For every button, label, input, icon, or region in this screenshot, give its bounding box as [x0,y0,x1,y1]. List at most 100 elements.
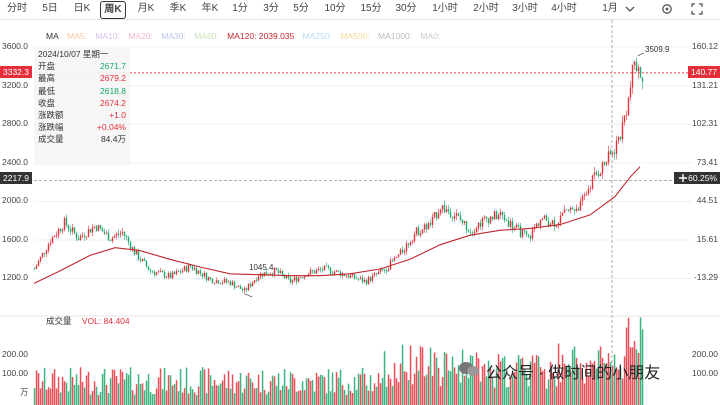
candle-body [443,205,446,212]
add-icon[interactable] [678,173,688,183]
ma10-label[interactable]: MA10: [95,31,120,41]
volume-bar [499,361,502,405]
tab-weekly-k[interactable]: 周K [100,1,126,19]
candle-body [97,225,100,231]
tab-3hour[interactable]: 3小时 [512,3,538,14]
candle-body [43,253,46,254]
volume-bar [515,362,518,405]
candle-body [493,211,496,220]
expand-icon[interactable] [690,2,704,16]
tab-monthly-k[interactable]: 月K [137,3,155,14]
settings-icon[interactable] [660,2,674,16]
candle-body [195,268,198,274]
ma120-label[interactable]: MA120: 2039.035 [227,31,295,41]
volume-bar [347,383,350,405]
candle-body [223,278,226,283]
candle-body [353,273,356,279]
volume-bar [353,377,356,405]
volume-bar [145,380,148,405]
candle-body [469,231,472,233]
info-key: 涨跌额 [38,109,64,120]
candle-body [511,221,514,229]
tab-quarterly-k[interactable]: 季K [169,3,187,14]
volume-axis-label: 200.00 [2,349,28,359]
volume-bar [151,394,154,405]
tab-10min[interactable]: 10分 [324,3,346,14]
candle-body [451,217,454,219]
volume-bar [461,349,464,405]
tab-3min[interactable]: 3分 [263,3,279,14]
tab-2hour[interactable]: 2小时 [473,3,499,14]
candle-body [549,223,552,226]
volume-bar [409,345,412,405]
candle-body [245,288,248,291]
ma500-label[interactable]: MA500: [340,31,370,41]
info-value: +0.04% [96,122,126,133]
tab-1month[interactable]: 1月 [602,3,618,14]
volume-title: 成交量 [46,316,72,326]
volume-bar [361,367,364,405]
candle-body [337,270,340,272]
candle-body [167,273,170,278]
candle-body [103,231,106,234]
candle-body [113,235,116,238]
tab-daily-k[interactable]: 日K [73,3,91,14]
candle-body [117,233,120,235]
candle-body [239,285,242,290]
candle-body [437,213,440,219]
candle-body [135,250,138,255]
kline-chart[interactable] [0,20,720,405]
candle-body [187,264,190,272]
tab-1min[interactable]: 1分 [232,3,248,14]
candle-body [181,270,184,273]
candle-body [183,266,186,271]
ma5-label[interactable]: MA5: [67,31,87,41]
ma1000-label[interactable]: MA1000: [377,31,413,41]
candle-body [367,277,370,285]
tab-1hour[interactable]: 1小时 [432,3,458,14]
candle-body [291,280,294,283]
candle-body [541,218,544,220]
candle-body [53,236,56,238]
candle-body [289,277,292,283]
candlesticks [33,57,644,293]
candle-body [127,237,130,243]
chevron-down-icon[interactable] [623,2,637,16]
candle-body [45,250,48,254]
tab-yearly-k[interactable]: 年K [201,3,219,14]
ma30-label[interactable]: MA30: [161,31,186,41]
volume-bar [57,376,60,405]
volume-bar [403,371,406,405]
tab-intraday[interactable]: 分时 [7,3,27,14]
tab-30min[interactable]: 30分 [395,3,417,14]
volume-bar [167,375,170,405]
candle-body [177,271,180,272]
ma0-label[interactable]: MA0: [420,31,441,41]
volume-bar [329,391,332,405]
tab-5min[interactable]: 5分 [293,3,309,14]
volume-unit: 万 [20,387,29,397]
candle-body [87,229,90,237]
tab-15min[interactable]: 15分 [360,3,382,14]
tab-5day[interactable]: 5日 [42,3,58,14]
candle-body [121,231,124,234]
candle-body [365,279,368,285]
candle-body [463,221,466,223]
volume-bar [595,368,598,405]
candle-body [41,253,44,257]
volume-bar [521,357,524,405]
candle-body [71,227,74,232]
watermark-text: 公众号 · 做时间的小朋友 [486,365,661,382]
candle-body [433,212,436,217]
tab-4hour[interactable]: 4小时 [551,3,577,14]
y-axis-label: 3200.0 [2,80,28,90]
ma20-label[interactable]: MA20: [128,31,153,41]
volume-bar [509,377,512,405]
volume-bar [625,327,628,405]
volume-bar [607,353,610,405]
ma250-label[interactable]: MA250: [302,31,332,41]
ma60-label[interactable]: MA60: [194,31,219,41]
volume-bar [245,375,248,405]
candle-body [275,267,278,271]
candle-body [139,259,142,261]
